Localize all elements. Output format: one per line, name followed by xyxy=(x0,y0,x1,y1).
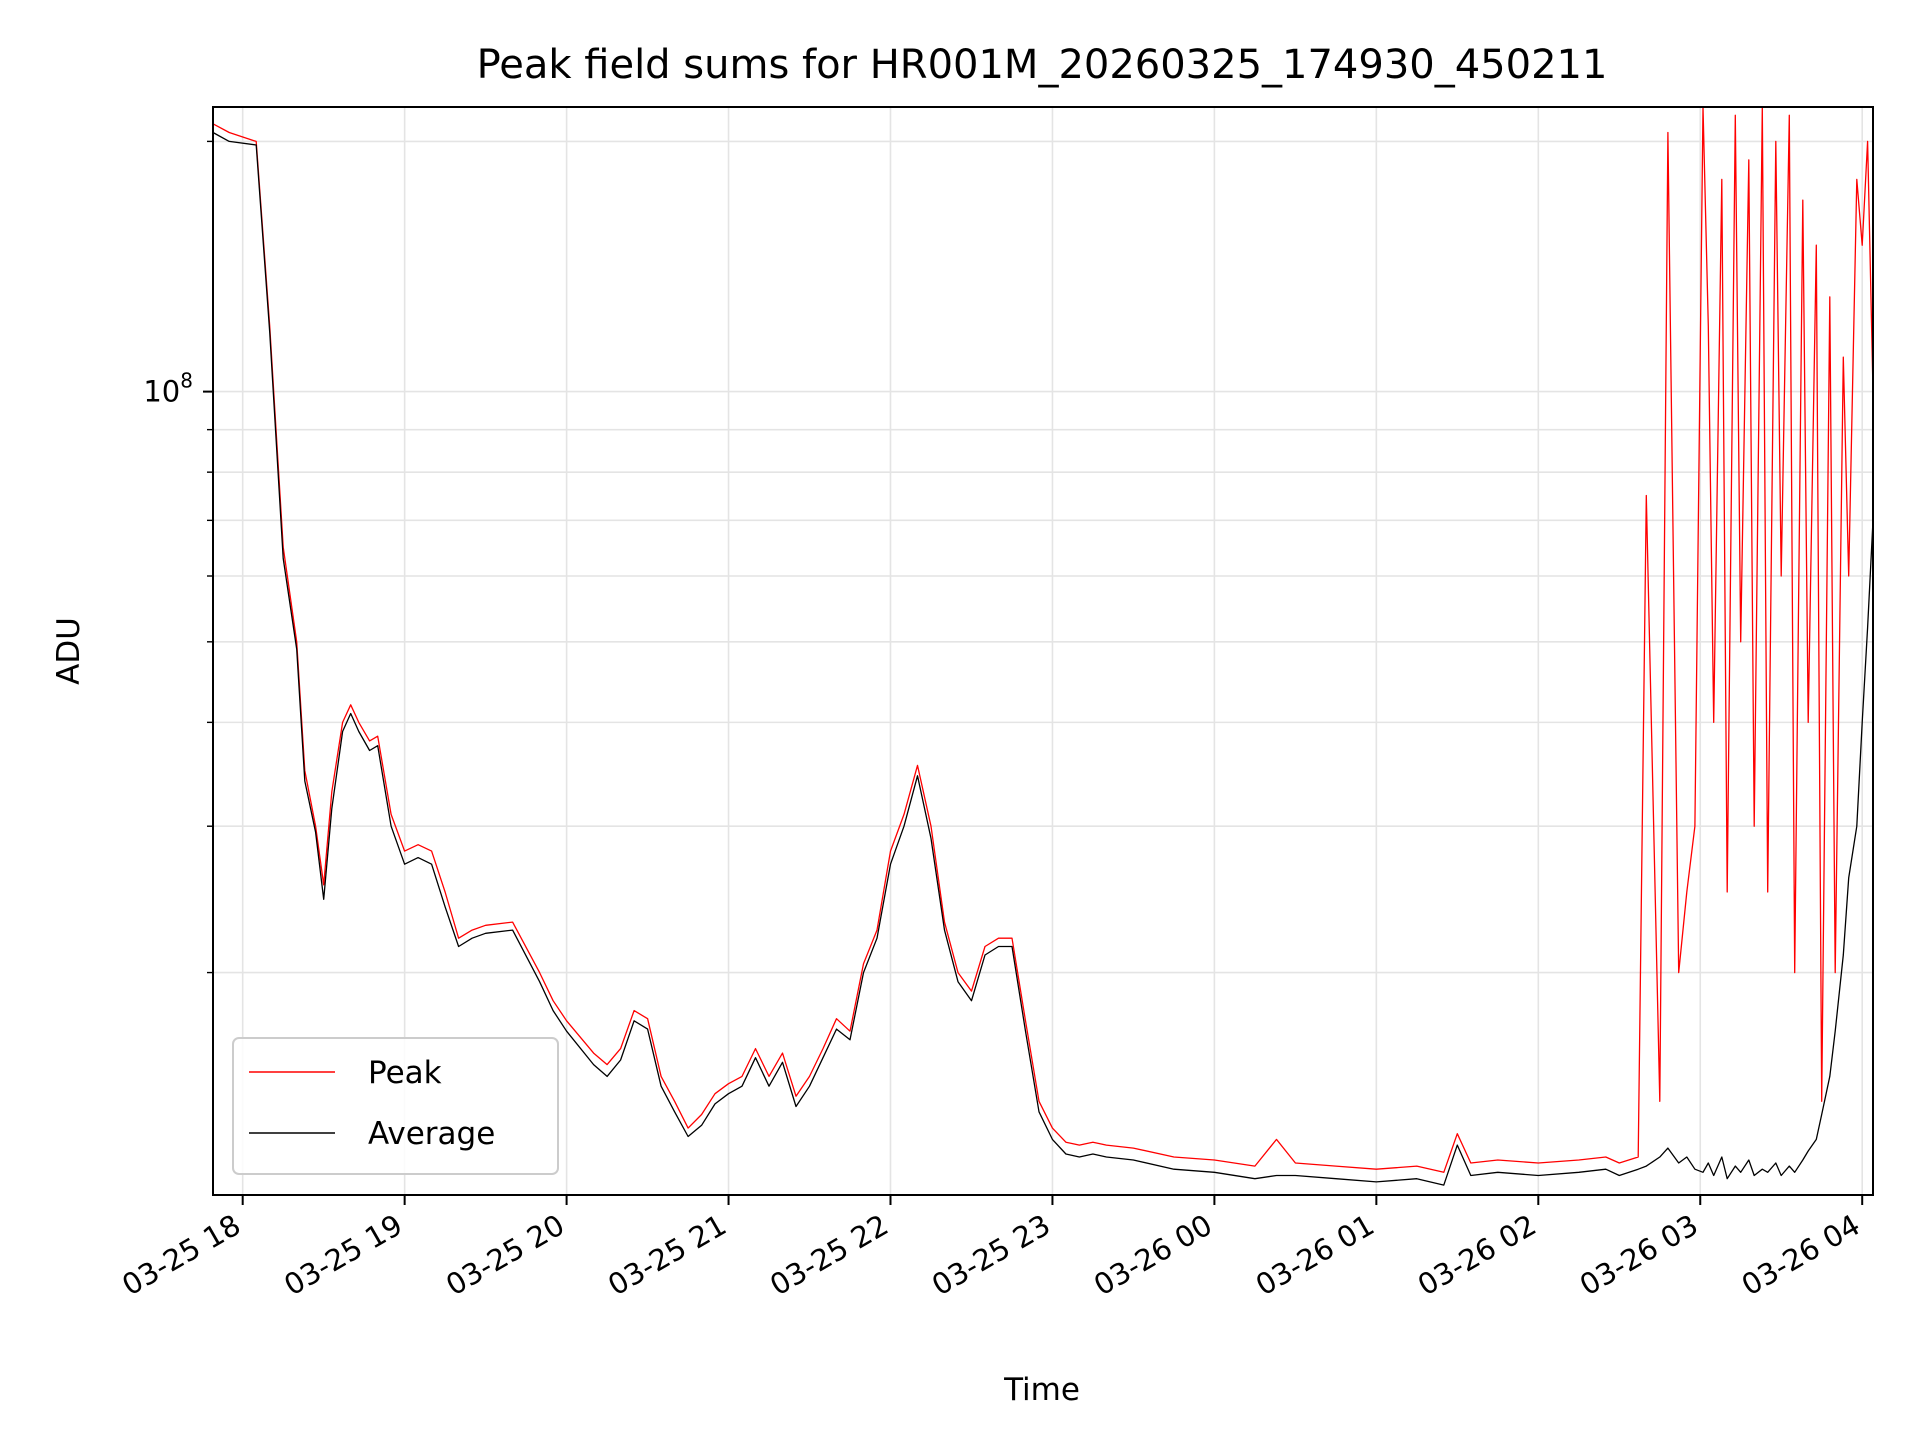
plot-frame xyxy=(212,106,1874,1196)
x-axis-label: Time xyxy=(1003,1372,1080,1408)
legend-label-peak: Peak xyxy=(368,1055,442,1091)
series-line-average xyxy=(212,131,1874,1186)
legend-label-average: Average xyxy=(368,1116,495,1152)
plot-area xyxy=(212,106,1874,1186)
y-tick-label-base: 10 xyxy=(143,375,180,409)
legend: Peak Average xyxy=(232,1037,559,1175)
y-tick-label-exponent: 8 xyxy=(180,369,193,393)
y-axis: 108 xyxy=(143,140,213,974)
y-axis-label: ADU xyxy=(51,617,87,685)
grid xyxy=(213,107,1873,1195)
y-tick-label: 108 xyxy=(143,369,193,409)
series-line-peak xyxy=(212,106,1874,1173)
chart-title: Peak field sums for HR001M_20260325_1749… xyxy=(477,42,1608,88)
